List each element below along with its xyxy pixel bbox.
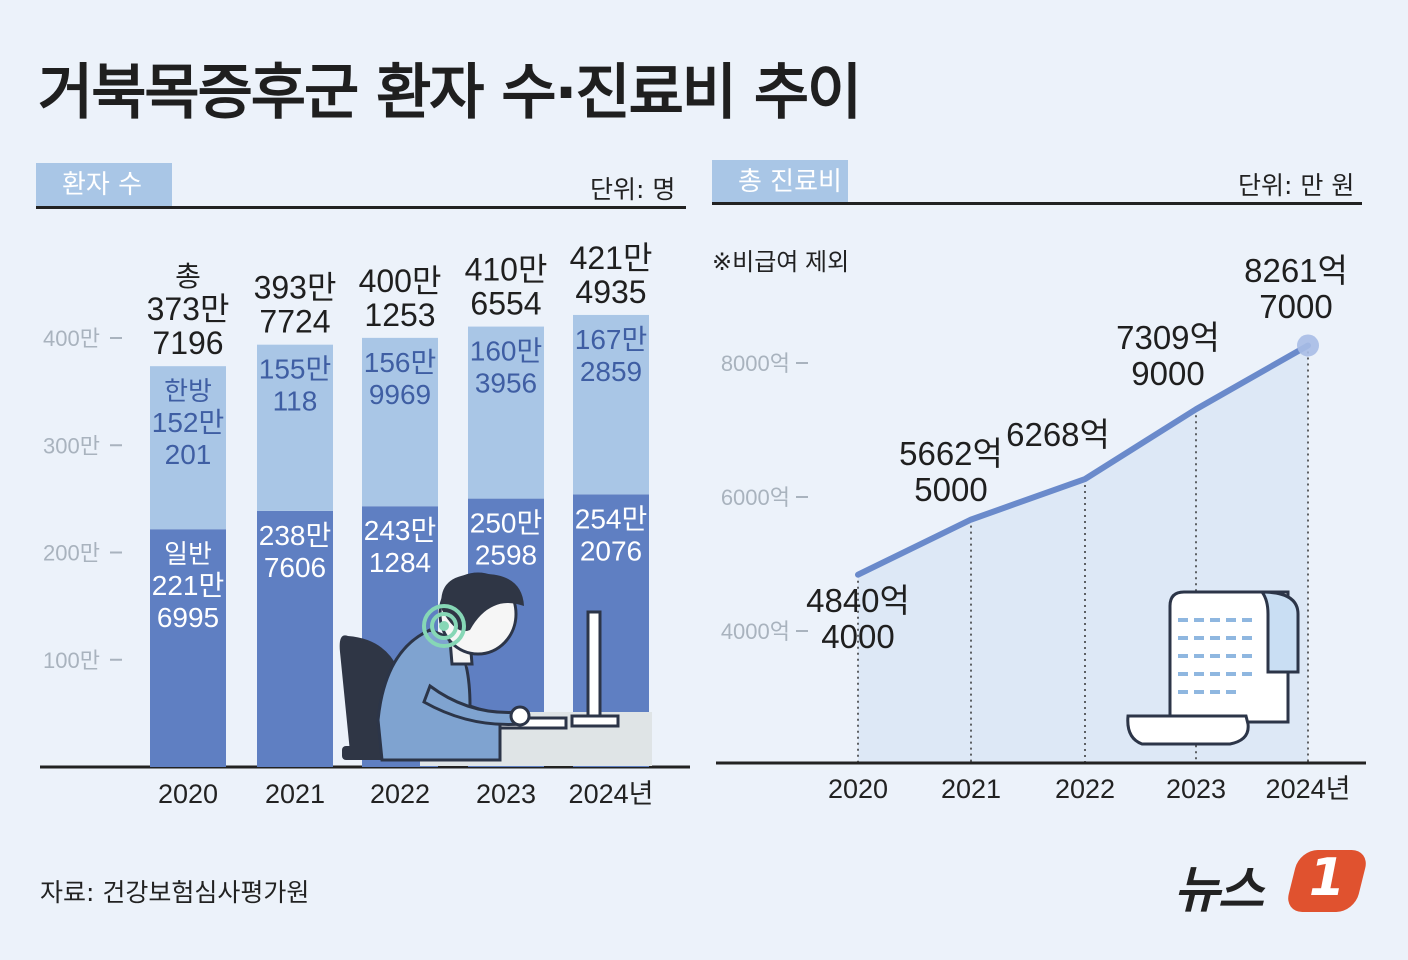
- bar-oriental-label: 201: [165, 439, 212, 470]
- bar-total-label: 400만: [359, 263, 442, 299]
- bar-oriental-label: 156만: [364, 347, 436, 378]
- cost-value-label: 6268억: [1006, 416, 1110, 453]
- bar-total-label: 1253: [364, 297, 435, 333]
- line-category-label: 2022: [1055, 774, 1115, 804]
- cost-note: ※비급여 제외: [712, 249, 849, 276]
- cost-line: [855, 342, 1311, 578]
- bar-total-label: 421만: [570, 240, 653, 276]
- bar-oriental: [362, 337, 438, 507]
- bar-oriental-label: 3956: [475, 368, 537, 399]
- line-y-tick-label: 6000억: [721, 485, 790, 510]
- cost-value-label: 9000: [1131, 355, 1204, 392]
- bar-general: [257, 510, 333, 767]
- desk-worker-illustration: [339, 572, 652, 766]
- cost-value-label: 5662억: [899, 435, 1003, 472]
- bar-category-label: 2024년: [569, 779, 654, 809]
- bar-oriental-label: 160만: [470, 336, 542, 367]
- patients-tab: 환자 수: [36, 163, 172, 207]
- bar-general-label: 238만: [259, 520, 331, 551]
- line-y-tick-label: 8000억: [721, 351, 790, 376]
- bar-oriental-label: 2859: [580, 356, 642, 387]
- line-category-label: 2023: [1166, 774, 1226, 804]
- line-category-label: 2020: [828, 774, 888, 804]
- costs-header-rule: [712, 202, 1362, 205]
- source-note: 자료: 건강보험심사평가원: [40, 878, 310, 907]
- bar-total-label: 393만: [254, 270, 337, 306]
- page-title: 거북목증후군 환자 수·진료비 추이: [38, 58, 862, 128]
- bar-general-label: 2076: [580, 535, 642, 566]
- bar-general-label: 250만: [470, 508, 542, 539]
- bar-y-tick-label: 200만: [43, 541, 100, 566]
- bar-y-tick-label: 400만: [43, 326, 100, 351]
- bar-general: [150, 529, 226, 767]
- patients-unit: 단위: 명: [590, 175, 676, 204]
- costs-unit: 단위: 만 원: [1238, 171, 1355, 200]
- bar-total-label: 373만: [147, 291, 230, 327]
- bar-oriental-label: 9969: [369, 379, 431, 410]
- bar-category-label: 2020: [158, 779, 218, 809]
- logo-text: 뉴스: [1174, 861, 1264, 919]
- bar-total-label: 410만: [465, 252, 548, 288]
- bar-general-label: 7606: [264, 552, 326, 583]
- bar-category-label: 2023: [476, 779, 536, 809]
- bar-oriental-label: 167만: [575, 324, 647, 355]
- cost-value-label: 8261억: [1244, 252, 1348, 289]
- bar-oriental: [573, 314, 649, 495]
- bar-oriental: [468, 326, 544, 499]
- bar-oriental-label: 152만: [152, 407, 224, 438]
- bar-category-label: 2021: [265, 779, 325, 809]
- bar-oriental: [257, 344, 333, 511]
- bar-general-label: 221만: [152, 570, 224, 601]
- cost-value-label: 4000: [821, 618, 894, 655]
- bar-oriental-label: 118: [273, 386, 318, 417]
- cost-value-label: 5000: [914, 471, 987, 508]
- logo-number: 1: [1308, 848, 1346, 908]
- bar-general-label: 6995: [157, 602, 219, 633]
- cost-value-label: 4840억: [806, 582, 910, 619]
- bar-oriental: [150, 366, 226, 530]
- bar-y-tick-label: 300만: [43, 433, 100, 458]
- cost-value-label: 7000: [1259, 288, 1332, 325]
- bar-oriental-label: 155만: [259, 354, 331, 385]
- bar-oriental-prefix: 한방: [164, 376, 212, 406]
- patients-header-rule: [36, 206, 686, 209]
- bar-total-label: 6554: [470, 286, 541, 322]
- bar-total-label: 4935: [575, 274, 646, 310]
- bar-total-prefix: 총: [175, 261, 201, 292]
- line-y-tick-label: 4000억: [721, 619, 790, 644]
- news1-logo: 뉴스 1: [1174, 846, 1374, 919]
- costs-tab: 총 진료비: [712, 160, 848, 204]
- bar-category-label: 2022: [370, 779, 430, 809]
- cost-value-label: 7309억: [1116, 319, 1220, 356]
- bar-total-label: 7724: [259, 304, 330, 340]
- bar-general-label: 243만: [364, 515, 436, 546]
- bar-general-label: 1284: [369, 547, 431, 578]
- bar-y-tick-label: 100만: [43, 648, 100, 673]
- bar-general-label: 254만: [575, 503, 647, 534]
- bar-general-prefix: 일반: [164, 539, 212, 569]
- bar-total-label: 7196: [152, 325, 223, 361]
- bar-general-label: 2598: [475, 540, 537, 571]
- cost-end-marker: [1297, 334, 1319, 357]
- line-category-label: 2024년: [1266, 774, 1351, 804]
- document-illustration: [1126, 590, 1300, 746]
- line-category-label: 2021: [941, 774, 1001, 804]
